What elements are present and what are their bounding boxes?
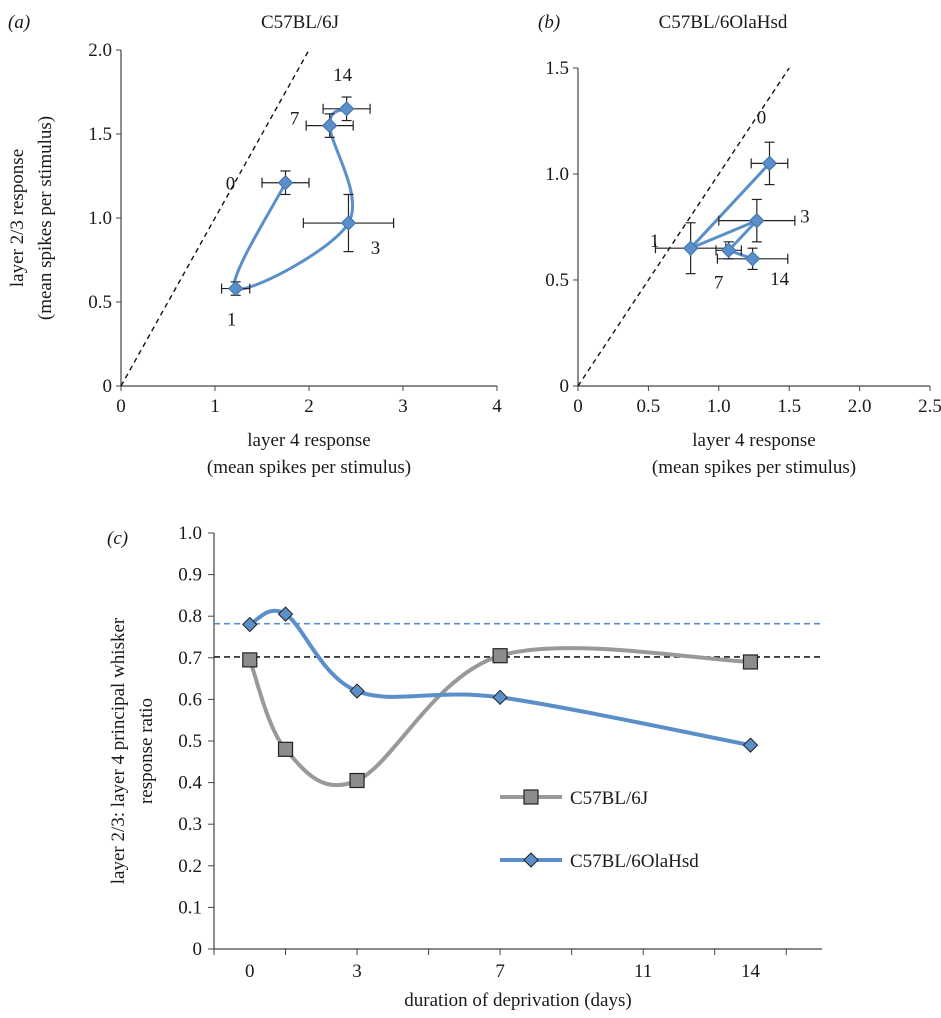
data-point-diamond	[742, 737, 759, 753]
data-point-square	[242, 652, 258, 668]
x-tick-label: 0	[573, 396, 583, 417]
x-tick-label: 2.5	[918, 396, 941, 417]
x-tick-label: 0	[245, 961, 255, 982]
data-point-square	[492, 648, 508, 664]
y-tick-label: 0.8	[178, 606, 202, 627]
y-tick-label: 0	[560, 376, 570, 397]
data-point-7	[321, 117, 338, 134]
point-label-7: 7	[714, 272, 724, 293]
data-point-3	[340, 215, 357, 231]
y-tick-label: 0.1	[178, 897, 202, 918]
panel-title: C57BL/6J	[261, 12, 339, 33]
data-point-1	[682, 240, 699, 256]
data-point-diamond	[277, 606, 294, 622]
y-tick-label: 0.3	[178, 814, 202, 835]
y-tick-label: 1.5	[88, 124, 112, 145]
legend-marker	[523, 789, 539, 805]
data-point-14	[338, 101, 355, 117]
x-axis-label: duration of deprivation (days)	[404, 990, 631, 1011]
y-axis-label: (mean spikes per stimulus)	[35, 116, 56, 320]
legend-label: C57BL/6J	[570, 788, 648, 809]
y-tick-label: 2.0	[88, 40, 112, 61]
y-tick-label: 1.0	[545, 164, 569, 185]
y-tick-label: 0.2	[178, 856, 202, 877]
x-axis-label: layer 4 response	[692, 430, 815, 451]
x-tick-label: 3	[398, 396, 408, 417]
y-tick-label: 0.5	[545, 270, 569, 291]
panel-b: 0 0.5 1.0 1.5 0 0.5 1.0 1.5 2.0 2.5 0 1 3 7 14 C57BL/6O…	[538, 12, 941, 478]
x-tick-label: 0	[116, 396, 126, 417]
x-tick-label: 2	[304, 396, 314, 417]
x-tick-label: 3	[352, 961, 362, 982]
point-label-0: 0	[226, 174, 236, 195]
data-point-diamond	[492, 689, 508, 706]
panel-c: 0 0.1 0.2 0.3 0.4 0.5 0.6 0.7 0.8 0.9 1.0 0 3 7 11 14 C5…	[107, 523, 822, 1011]
x-tick-label: 11	[634, 961, 652, 982]
y-tick-label: 1.0	[88, 208, 112, 229]
y-tick-label: 1.0	[178, 523, 202, 544]
point-label-7: 7	[290, 109, 300, 130]
data-point-1	[227, 280, 244, 297]
y-tick-label: 0.6	[178, 689, 202, 710]
y-tick-label: 0.5	[88, 292, 112, 313]
point-label-1: 1	[227, 310, 237, 331]
data-point-14	[744, 251, 761, 267]
data-point-diamond	[349, 683, 365, 699]
panel-letter: (b)	[538, 12, 560, 33]
identity-line	[577, 67, 790, 387]
panel-letter: (c)	[107, 528, 128, 549]
x-axis-label: layer 4 response	[247, 430, 370, 451]
data-point-square	[742, 654, 759, 670]
x-tick-label: 4	[492, 396, 502, 417]
legend-marker	[523, 852, 539, 868]
legend-label: C57BL/6OlaHsd	[570, 851, 699, 872]
y-axis-label: layer 2/3: layer 4 principal whisker	[108, 617, 129, 884]
point-label-1: 1	[650, 231, 660, 252]
identity-line	[120, 49, 310, 387]
point-label-3: 3	[371, 238, 381, 259]
y-tick-label: 0.4	[178, 773, 202, 794]
x-tick-label: 1	[210, 396, 220, 417]
panel-letter: (a)	[8, 12, 30, 33]
y-tick-label: 0	[193, 939, 203, 960]
data-point-7	[720, 242, 737, 259]
data-point-0	[761, 155, 778, 172]
data-point-0	[277, 175, 294, 191]
y-tick-label: 0	[103, 376, 113, 397]
data-point-square	[349, 772, 365, 789]
x-tick-label: 1.5	[777, 396, 801, 417]
y-axis-label: response ratio	[136, 698, 157, 804]
data-point-3	[749, 212, 765, 229]
point-label-3: 3	[800, 207, 810, 228]
y-axis-label: layer 2/3 response	[7, 149, 28, 287]
x-axis-label: (mean spikes per stimulus)	[652, 457, 856, 478]
series-curve	[232, 107, 355, 291]
y-tick-label: 0.7	[178, 648, 202, 669]
x-tick-label: 2.0	[848, 396, 872, 417]
y-tick-label: 0.9	[178, 565, 202, 586]
series-line	[248, 608, 751, 748]
point-label-0: 0	[757, 107, 767, 128]
series-line	[247, 646, 751, 788]
x-tick-label: 14	[741, 961, 761, 982]
data-point-diamond	[242, 616, 258, 633]
data-point-square	[277, 741, 294, 757]
point-label-14: 14	[333, 65, 353, 86]
x-tick-label: 1.0	[707, 396, 731, 417]
x-tick-label: 7	[495, 961, 505, 982]
x-tick-label: 0.5	[637, 396, 661, 417]
y-tick-label: 1.5	[545, 58, 569, 79]
panel-a: 0 0.5 1.0 1.5 2.0 0 1 2 3 4 0 1 3 7 14 C57BL/6J (a) layer…	[7, 12, 502, 478]
point-label-14: 14	[770, 269, 790, 290]
panel-title: C57BL/6OlaHsd	[659, 12, 788, 33]
x-axis-label: (mean spikes per stimulus)	[207, 457, 411, 478]
y-tick-label: 0.5	[178, 731, 202, 752]
